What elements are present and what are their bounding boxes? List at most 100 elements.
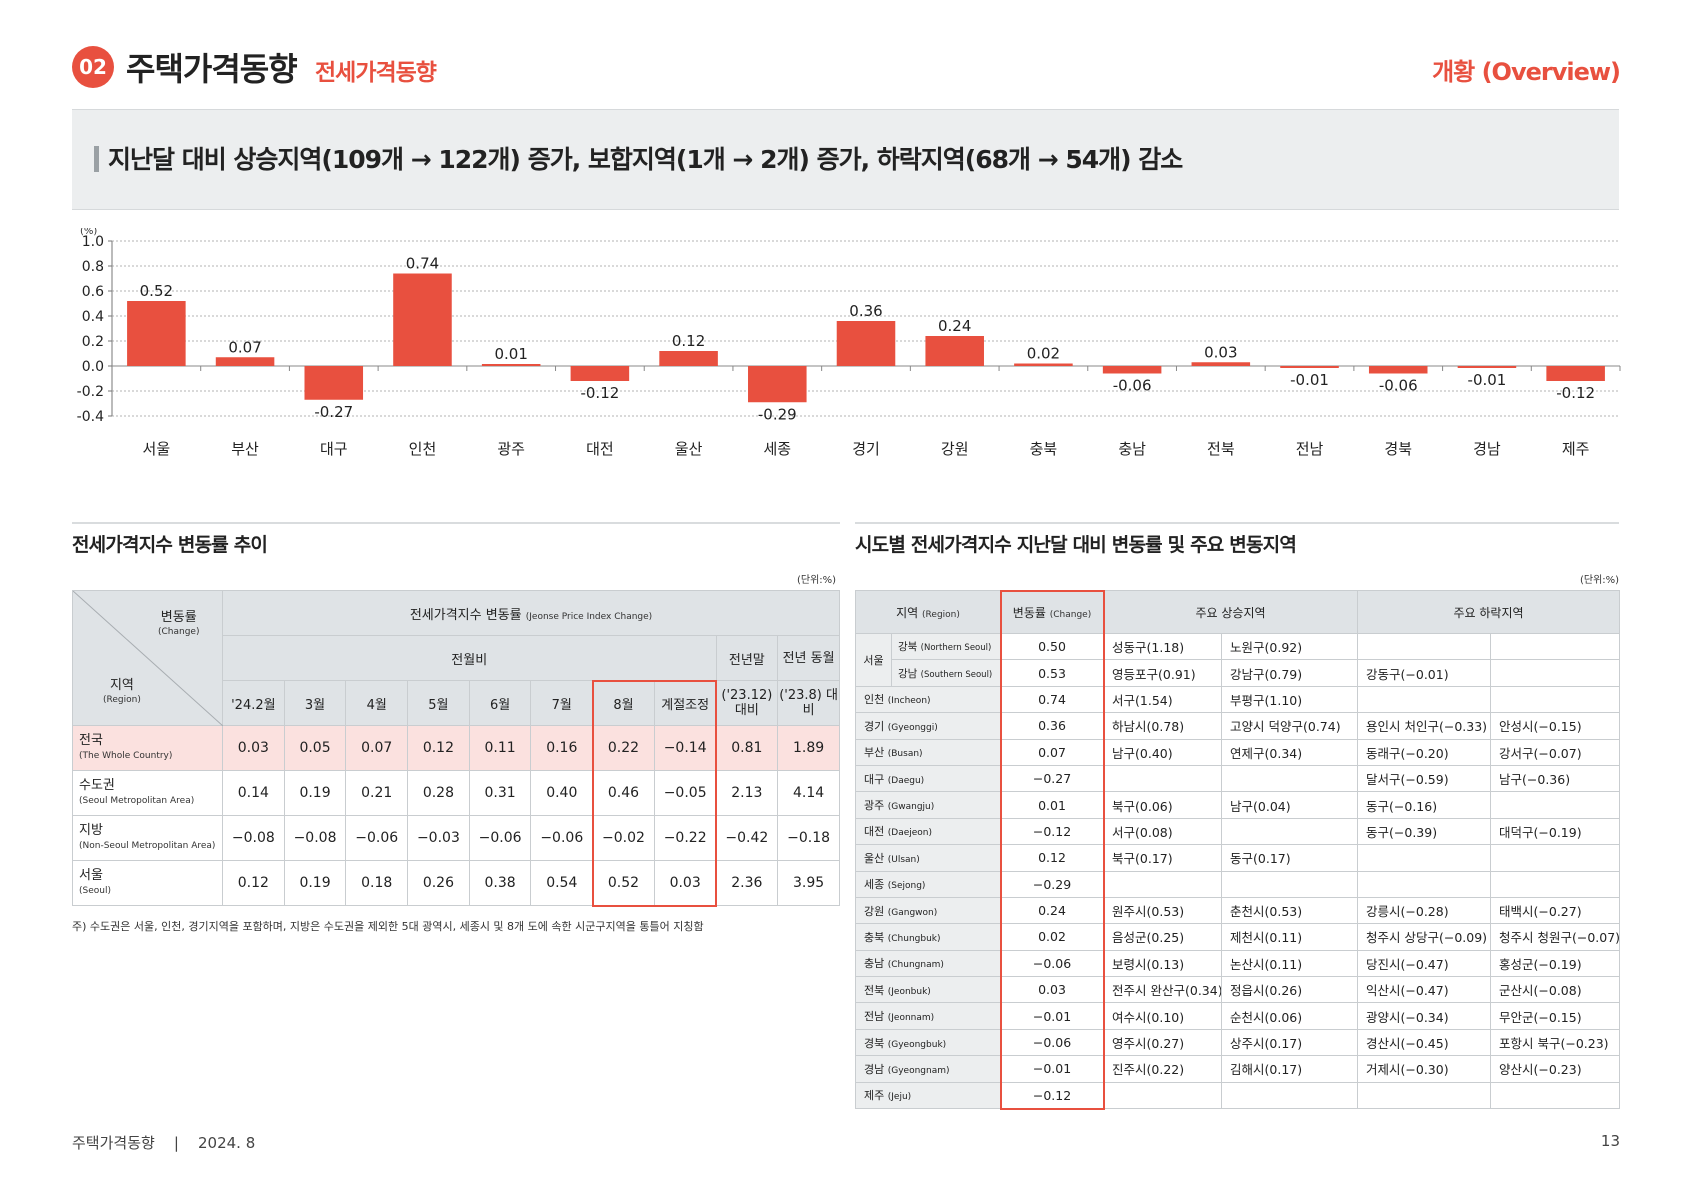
bar (481, 364, 541, 366)
regional-name: 광주 (864, 799, 885, 813)
trend-row: 서울 (Seoul) 0.12 0.19 0.18 0.26 0.38 0.54 0.52 0.0… (72, 860, 840, 906)
bar (659, 351, 718, 366)
trend-cell: 3.95 (777, 860, 840, 906)
rise-region-cell: 보령시(0.13) (1103, 949, 1223, 978)
rise-region-cell: 여수시(0.10) (1103, 1002, 1223, 1030)
regional-row: 충남 (Chungnam) −0.06 보령시(0.13) 논산시(0.11) 당진시(… (854, 949, 1621, 978)
regional-en: (Incheon) (887, 696, 931, 707)
overview-label: 개황 (Overview) (1432, 58, 1621, 86)
regional-row: 서울 강북 (Northern Seoul) 0.50 성동구(1.18) 노원구(0.… (855, 632, 1621, 687)
regional-sub-en: (Northern Seoul) (920, 643, 992, 654)
trend-cell: 2.13 (715, 770, 779, 816)
trend-row-label-ko: 지방 (79, 822, 103, 838)
rise-region-cell (1221, 817, 1359, 846)
regional-row: 경기 (Gyeonggi) 0.36 하남시(0.78) 고양시 덕양구(0.74) 용… (854, 712, 1621, 740)
regional-row: 충북 (Chungbuk) 0.02 음성군(0.25) 제천시(0.11) 청주시 상… (854, 923, 1621, 951)
y-axis-unit: (%) (80, 228, 97, 237)
bar-value-label: -0.12 (580, 384, 619, 402)
regional-name: 인천 (864, 693, 885, 707)
rise-region-cell (1221, 764, 1359, 793)
trend-cell: −0.06 (530, 815, 594, 861)
corner-region-label: 지역 (109, 678, 134, 693)
bar (836, 321, 896, 366)
rise-region-cell: 음성군(0.25) (1103, 923, 1223, 951)
regional-name: 충남 (864, 957, 885, 971)
regional-en: (Gangwon) (887, 907, 938, 918)
trend-cell: −0.08 (222, 815, 285, 861)
regional-divider (855, 522, 1619, 524)
fall-region-cell (1490, 659, 1621, 687)
regional-name: 전북 (864, 983, 885, 997)
regional-label: 세종 (Sejong) (854, 870, 1002, 898)
rise-region-cell: 북구(0.06) (1103, 791, 1223, 819)
rise-region-cell: 서구(0.08) (1103, 817, 1223, 846)
regional-en: (Jeonbuk) (887, 986, 931, 997)
trend-row-label: 지방 (Non-Seoul Metropolitan Area) (72, 815, 223, 861)
fall-region-cell: 안성시(−0.15) (1490, 712, 1621, 740)
rise-region-cell: 제천시(0.11) (1221, 923, 1359, 951)
trend-cell: 0.19 (283, 770, 347, 816)
regional-label: 인천 (Incheon) (854, 685, 1002, 714)
summary-bar: 지난달 대비 상승지역(109개 → 122개) 증가, 보합지역(1개 → 2… (72, 109, 1619, 210)
regional-sub-name: 강북 (898, 641, 918, 654)
fall-region-cell (1490, 685, 1621, 714)
x-category-label: 광주 (497, 440, 525, 458)
regional-change-cell: 0.53 (1000, 659, 1105, 687)
rise-region-cell: 논산시(0.11) (1221, 949, 1359, 978)
trend-row-label: 전국 (The Whole Country) (72, 725, 223, 771)
rise-region-cell: 원주시(0.53) (1103, 896, 1223, 925)
bar (1280, 366, 1339, 368)
group-header-ko: 전세가격지수 변동률 (409, 607, 522, 623)
trend-col-header: 3월 (283, 680, 347, 726)
fall-region-cell: 강서구(−0.07) (1490, 738, 1621, 766)
fall-region-cell (1357, 870, 1492, 898)
regional-row: 대구 (Daegu) −0.27 달서구(−0.59) 남구(−0.36) (854, 764, 1621, 793)
regional-change-cell: 0.03 (1000, 976, 1105, 1004)
fall-region-cell: 홍성군(−0.19) (1490, 949, 1621, 978)
bar-value-label: 0.74 (406, 255, 439, 273)
regional-en: (Gwangju) (887, 802, 935, 813)
bar-value-label: -0.29 (758, 405, 797, 423)
trend-cell: 0.46 (592, 770, 655, 816)
regional-name: 경기 (864, 719, 885, 733)
rise-region-cell: 서구(1.54) (1103, 685, 1223, 714)
regional-sub-en: (Southern Seoul) (920, 669, 993, 680)
y-tick-label: 1.0 (82, 234, 104, 250)
y-tick-label: 0.4 (82, 309, 104, 325)
regional-en: (Jeonnam) (887, 1013, 935, 1024)
fall-region-cell (1357, 685, 1492, 714)
region-header: 지역 (Region) (854, 590, 1002, 634)
trend-cell: −0.14 (653, 725, 717, 771)
trend-cell: 0.18 (345, 860, 409, 906)
rise-region-cell: 상주시(0.17) (1221, 1028, 1359, 1057)
rise-region-cell: 노원구(0.92) (1221, 632, 1359, 661)
trend-row-label-ko: 서울 (79, 867, 103, 883)
trend-divider (72, 522, 840, 524)
trend-cell: −0.22 (653, 815, 717, 861)
regional-name: 경북 (864, 1036, 885, 1050)
corner-diagonal (73, 591, 223, 726)
trend-col-header: 계절조정 (653, 680, 717, 726)
trend-footnote: 주) 수도권은 서울, 인천, 경기지역을 포함하며, 지방은 수도권을 제외한… (72, 920, 704, 933)
rise-region-cell (1221, 870, 1359, 898)
x-category-label: 경기 (852, 440, 880, 458)
rise-region-cell: 순천시(0.06) (1221, 1002, 1359, 1030)
regional-change-cell: 0.12 (1000, 844, 1105, 872)
regional-bar-chart: (%)1.0 0.8 0.6 0.4 0.2 0.0 -0.2 -0.4 0.52 서울 0.07 부… (77, 228, 1621, 458)
trend-cell: 0.03 (653, 860, 717, 906)
bar (215, 357, 275, 366)
bar-value-label: 0.36 (849, 302, 882, 320)
rise-region-cell: 북구(0.17) (1103, 844, 1223, 872)
bar (1014, 363, 1073, 366)
regional-name: 충북 (864, 930, 885, 944)
regional-name: 제주 (864, 1089, 885, 1103)
regional-sub-label: 강북 (Northern Seoul) (890, 632, 1002, 661)
trend-row-label-ko: 전국 (79, 732, 103, 748)
trend-cell: 0.54 (530, 860, 594, 906)
trend-row-label-en: (Seoul) (79, 885, 111, 896)
trend-cell: −0.42 (715, 815, 779, 861)
x-category-label: 인천 (409, 440, 437, 458)
fall-region-cell: 청주시 청원구(−0.07) (1490, 923, 1621, 951)
regional-row: 전북 (Jeonbuk) 0.03 전주시 완산구(0.34) 정읍시(0.26) 익산… (854, 976, 1621, 1004)
x-category-label: 부산 (231, 440, 259, 458)
